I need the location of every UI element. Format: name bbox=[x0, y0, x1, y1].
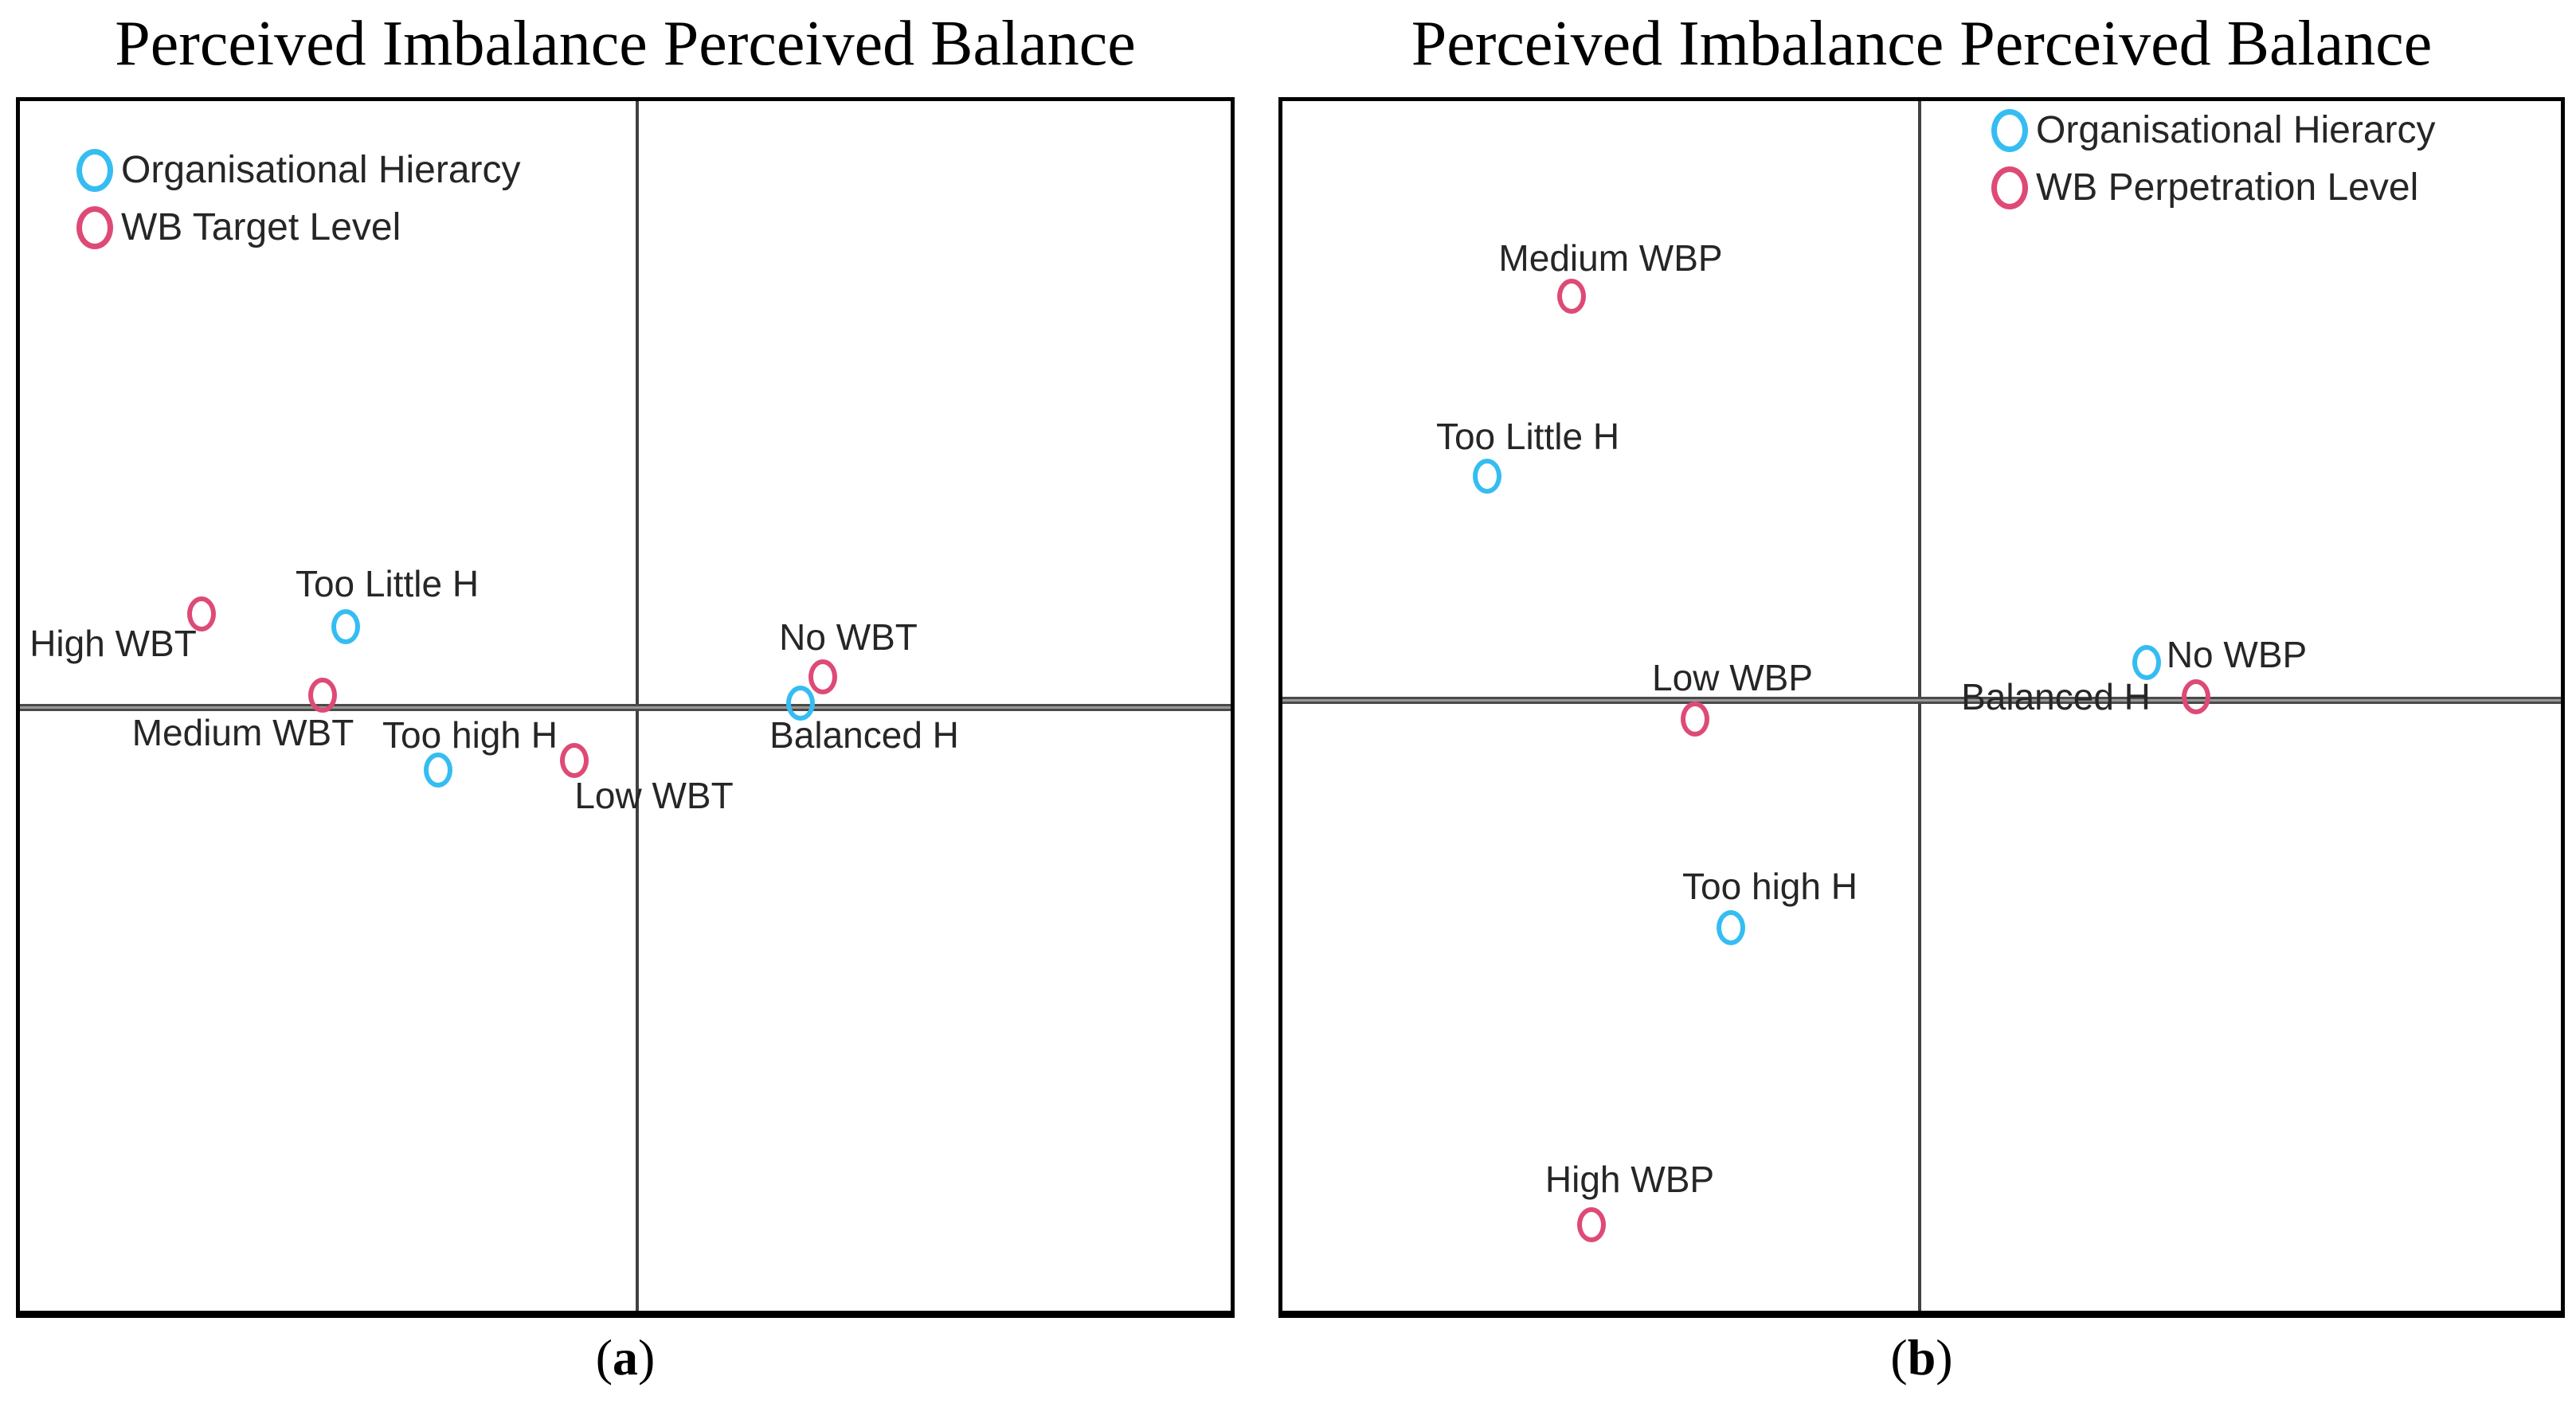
legend-label: Organisational Hierarcy bbox=[2036, 109, 2436, 151]
point-label-low-wbp: Low WBP bbox=[1652, 657, 1813, 698]
point-label-high-wbp: High WBP bbox=[1544, 1159, 1715, 1200]
chart-title-b: Perceived Imbalance Perceived Balance bbox=[1411, 9, 2433, 79]
x-axis-line bbox=[1282, 697, 2561, 704]
data-point-balanced-h bbox=[786, 686, 815, 721]
data-point-no-wbp bbox=[2182, 679, 2210, 714]
caption-close-paren: ) bbox=[638, 1329, 656, 1386]
legend-item-wb-perpetration-level: WB Perpetration Level bbox=[1991, 166, 2418, 209]
point-label-too-little-h: Too Little H bbox=[1435, 416, 1620, 457]
x-axis-line bbox=[20, 704, 1231, 711]
chart-title-a: Perceived Imbalance Perceived Balance bbox=[115, 9, 1136, 79]
point-label-no-wbt: No WBT bbox=[779, 616, 918, 658]
caption-open-paren: ( bbox=[1890, 1329, 1908, 1386]
data-point-too-high-h bbox=[1717, 910, 1745, 945]
caption-open-paren: ( bbox=[595, 1329, 613, 1386]
caption-close-paren: ) bbox=[1936, 1329, 1953, 1386]
data-point-medium-wbt bbox=[308, 678, 337, 713]
point-label-medium-wbp: Medium WBP bbox=[1498, 237, 1723, 279]
panel-caption-b: (b) bbox=[1278, 1328, 2565, 1387]
legend-item-wb-target-level: WB Target Level bbox=[76, 205, 401, 249]
panel-caption-a: (a) bbox=[16, 1328, 1235, 1387]
point-label-no-wbp: No WBP bbox=[2166, 634, 2308, 675]
legend-circle-icon bbox=[1991, 166, 2028, 209]
point-label-too-high-h: Too high H bbox=[382, 714, 558, 756]
data-point-medium-wbp bbox=[1557, 279, 1586, 314]
legend-item-organisational-hierarcy: Organisational Hierarcy bbox=[1991, 108, 2436, 152]
panel-a: Perceived Imbalance Perceived Balance Or… bbox=[16, 0, 1235, 1423]
point-label-high-wbt: High WBT bbox=[29, 623, 197, 664]
legend-circle-icon bbox=[76, 205, 113, 249]
caption-letter: b bbox=[1907, 1329, 1936, 1386]
plot-area-b: Organisational Hierarcy WB Perpetration L… bbox=[1278, 97, 2565, 1318]
data-point-high-wbp bbox=[1577, 1207, 1606, 1242]
data-point-no-wbt bbox=[808, 659, 837, 694]
y-axis-line bbox=[1918, 101, 1921, 1311]
caption-letter: a bbox=[613, 1329, 638, 1386]
legend-label: Organisational Hierarcy bbox=[121, 149, 521, 191]
point-label-medium-wbt: Medium WBT bbox=[131, 712, 354, 753]
legend-label: WB Target Level bbox=[121, 206, 401, 248]
point-label-balanced-h: Balanced H bbox=[769, 714, 959, 756]
point-label-low-wbt: Low WBT bbox=[574, 775, 734, 816]
data-point-high-wbt bbox=[187, 596, 216, 631]
point-label-balanced-h: Balanced H bbox=[1961, 676, 2151, 717]
data-point-low-wbt bbox=[560, 743, 589, 778]
data-point-too-high-h bbox=[424, 753, 452, 788]
legend-circle-icon bbox=[76, 148, 113, 192]
data-point-too-little-h bbox=[331, 609, 360, 644]
plot-area-a: Organisational Hierarcy WB Target Level Hi… bbox=[16, 97, 1235, 1318]
point-label-too-high-h: Too high H bbox=[1682, 866, 1858, 907]
data-point-too-little-h bbox=[1473, 459, 1501, 494]
legend-item-organisational-hierarcy: Organisational Hierarcy bbox=[76, 148, 521, 192]
legend-circle-icon bbox=[1991, 108, 2028, 152]
legend-label: WB Perpetration Level bbox=[2036, 166, 2419, 209]
data-point-low-wbp bbox=[1681, 702, 1709, 737]
point-label-too-little-h: Too Little H bbox=[295, 563, 480, 604]
panel-b: Perceived Imbalance Perceived Balance Or… bbox=[1278, 0, 2565, 1423]
data-point-balanced-h bbox=[2132, 645, 2161, 680]
